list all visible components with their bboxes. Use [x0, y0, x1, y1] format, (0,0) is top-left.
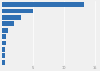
- Bar: [2, 41, 6, 45]
- Bar: [2, 34, 6, 39]
- Bar: [2, 2, 84, 7]
- Bar: [2, 47, 5, 52]
- Bar: [2, 60, 5, 65]
- Bar: [2, 28, 8, 33]
- Bar: [2, 9, 33, 13]
- Bar: [2, 15, 21, 20]
- Bar: [2, 21, 14, 26]
- Bar: [2, 53, 5, 58]
